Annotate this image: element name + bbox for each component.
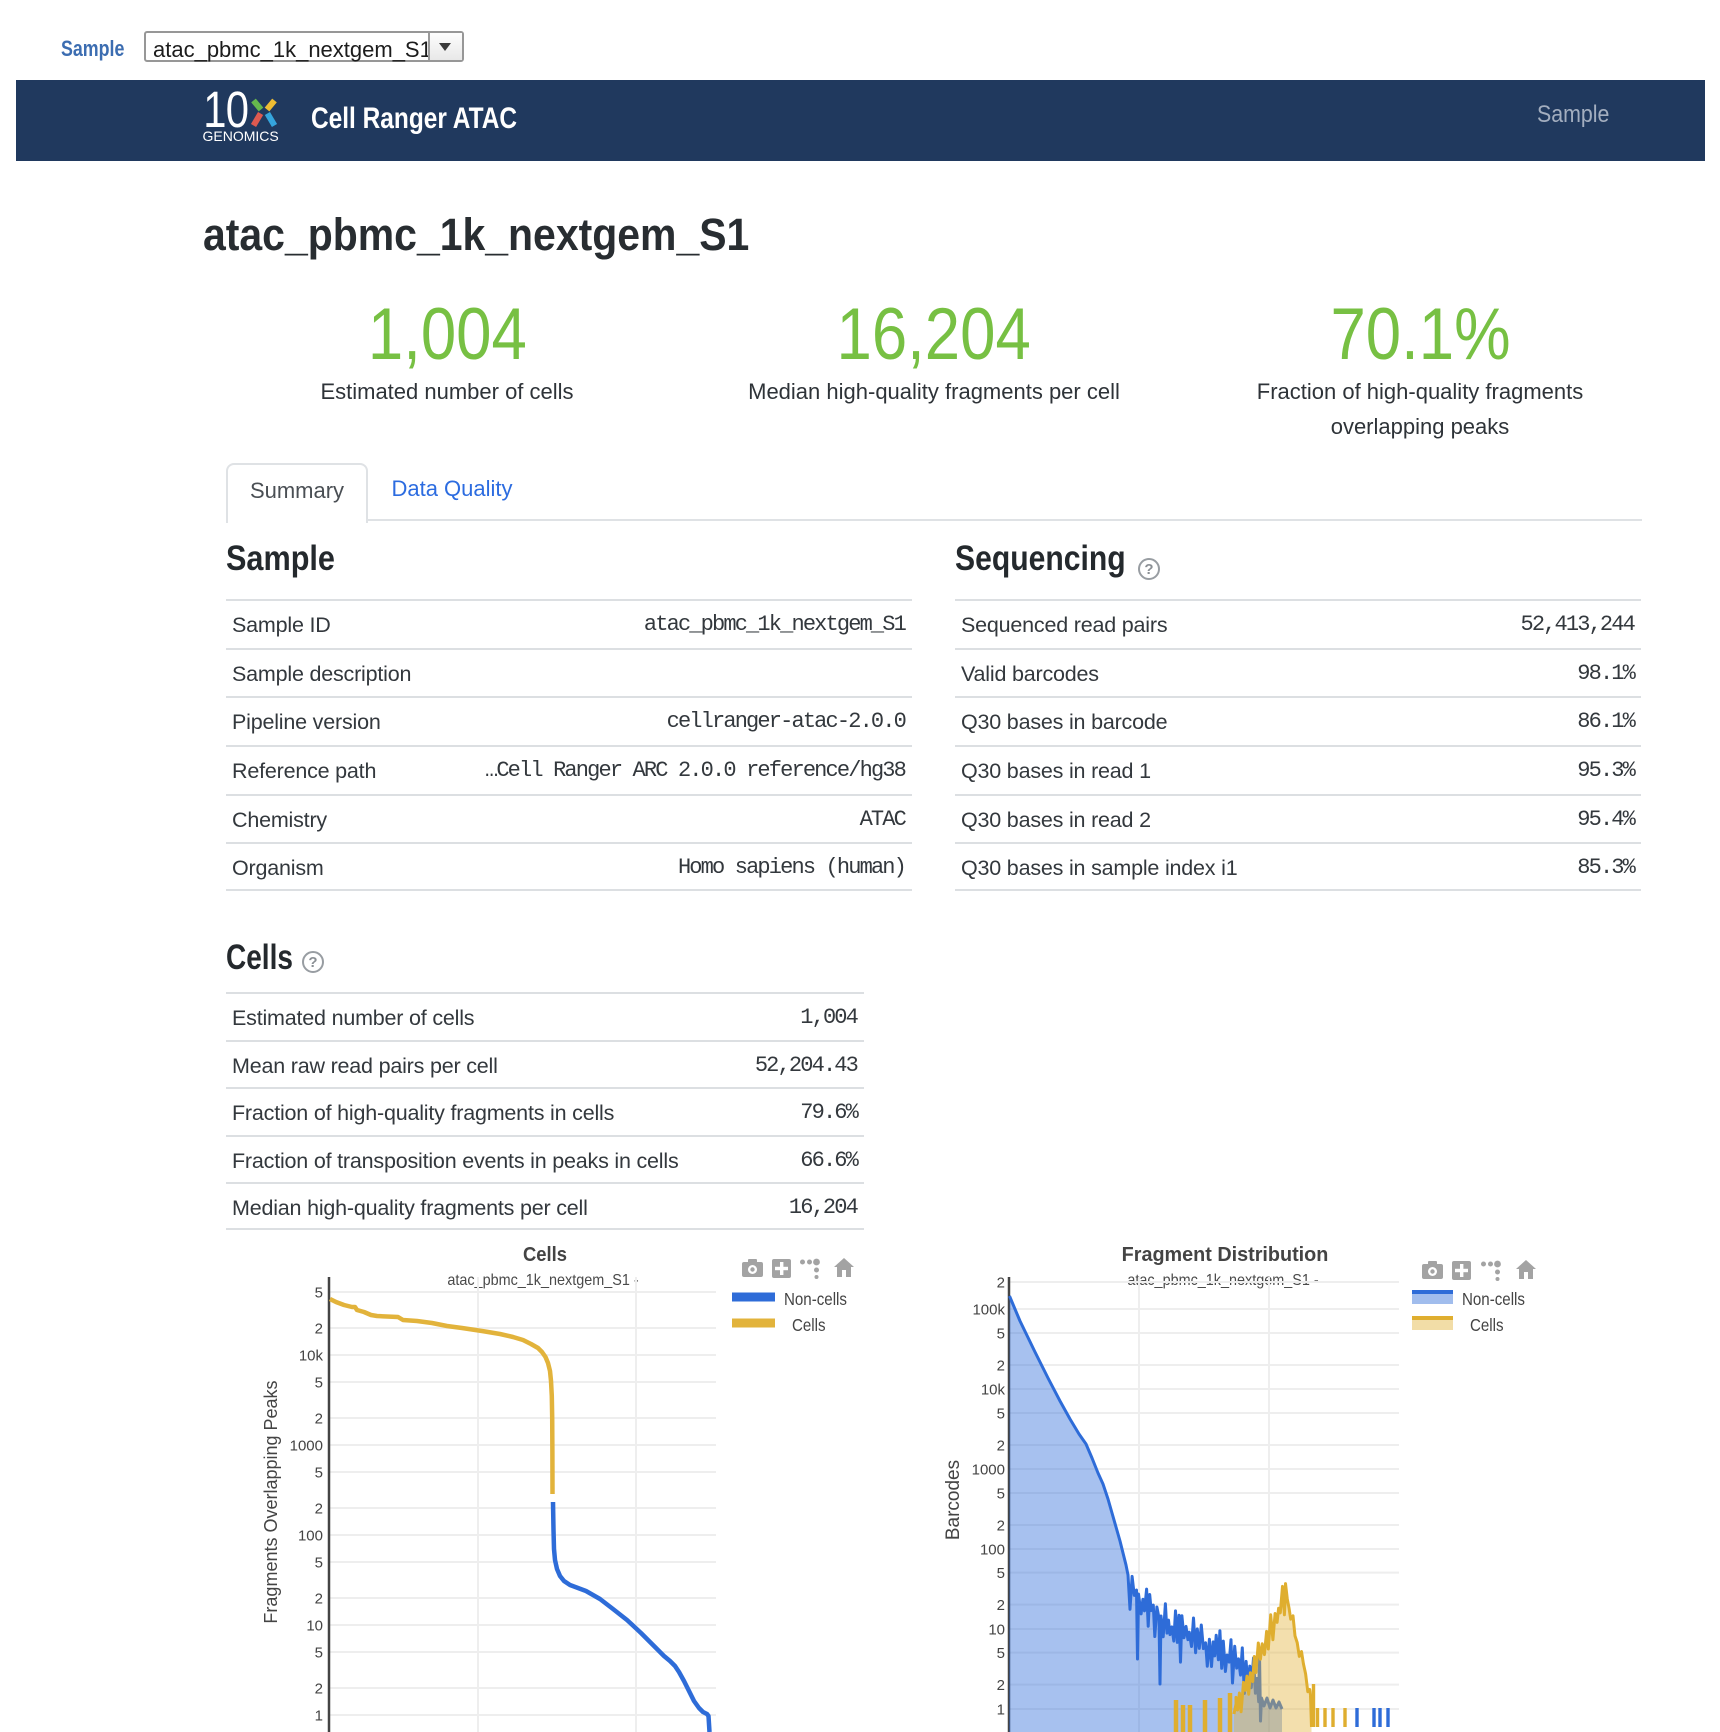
- svg-text:2: 2: [315, 1591, 323, 1608]
- svg-text:10: 10: [988, 1622, 1005, 1639]
- svg-text:5: 5: [997, 1645, 1005, 1662]
- svg-text:10: 10: [203, 88, 248, 138]
- svg-text:Non-cells: Non-cells: [784, 1289, 847, 1310]
- svg-text:5: 5: [997, 1326, 1005, 1343]
- svg-text:atac_pbmc_1k_nextgem_S1 -: atac_pbmc_1k_nextgem_S1 -: [447, 1271, 638, 1289]
- svg-text:2: 2: [315, 1321, 323, 1338]
- svg-text:2: 2: [315, 1501, 323, 1518]
- svg-text:2: 2: [997, 1518, 1005, 1535]
- svg-text:100: 100: [298, 1528, 323, 1545]
- svg-text:2: 2: [997, 1438, 1005, 1455]
- svg-text:2: 2: [997, 1597, 1005, 1614]
- svg-text:100k: 100k: [972, 1302, 1005, 1319]
- svg-text:atac_pbmc_1k_nextgem_S1 -: atac_pbmc_1k_nextgem_S1 -: [1127, 1271, 1318, 1289]
- svg-text:Cells: Cells: [792, 1315, 826, 1336]
- svg-text:1000: 1000: [972, 1462, 1005, 1479]
- svg-text:10k: 10k: [299, 1348, 324, 1365]
- svg-text:Cells: Cells: [523, 1244, 567, 1266]
- svg-text:5: 5: [997, 1486, 1005, 1503]
- svg-text:10: 10: [306, 1618, 323, 1635]
- svg-text:Barcodes: Barcodes: [943, 1460, 964, 1540]
- svg-text:2: 2: [315, 1681, 323, 1698]
- svg-text:2: 2: [997, 1677, 1005, 1694]
- svg-text:5: 5: [997, 1406, 1005, 1423]
- svg-text:2: 2: [997, 1358, 1005, 1375]
- svg-text:5: 5: [315, 1465, 323, 1482]
- svg-text:5: 5: [315, 1375, 323, 1392]
- svg-text:2: 2: [997, 1275, 1005, 1292]
- svg-text:Fragments Overlapping Peaks: Fragments Overlapping Peaks: [261, 1380, 281, 1623]
- svg-text:1: 1: [997, 1702, 1005, 1719]
- svg-text:1000: 1000: [290, 1438, 323, 1455]
- svg-text:10k: 10k: [981, 1382, 1006, 1399]
- svg-text:GENOMICS: GENOMICS: [203, 128, 279, 144]
- svg-text:Cells: Cells: [1470, 1315, 1504, 1336]
- svg-text:5: 5: [315, 1555, 323, 1572]
- svg-text:1: 1: [315, 1708, 323, 1725]
- svg-text:Fragment Distribution: Fragment Distribution: [1122, 1244, 1329, 1266]
- svg-text:5: 5: [997, 1565, 1005, 1582]
- svg-text:2: 2: [315, 1411, 323, 1428]
- svg-text:100: 100: [980, 1542, 1005, 1559]
- svg-text:5: 5: [315, 1285, 323, 1302]
- svg-text:Non-cells: Non-cells: [1462, 1289, 1525, 1310]
- svg-text:5: 5: [315, 1645, 323, 1662]
